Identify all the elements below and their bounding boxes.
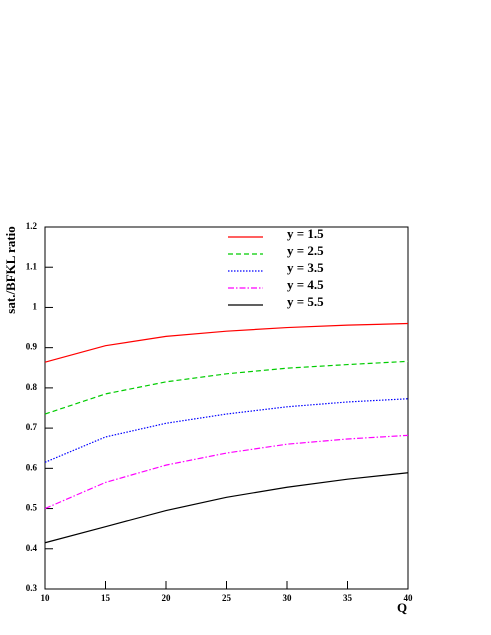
y-tick-label: 0.5 (26, 503, 38, 513)
y-tick-label: 1.1 (26, 261, 38, 271)
x-tick-label: 30 (283, 593, 293, 603)
x-tick-label: 15 (101, 593, 111, 603)
x-tick-label: 10 (41, 593, 51, 603)
x-tick-label: 40 (404, 593, 414, 603)
y-tick-label: 1 (33, 302, 38, 312)
legend-label: y = 4.5 (287, 277, 324, 292)
plot-frame (44, 226, 409, 590)
y-tick-label: 1.2 (26, 221, 38, 231)
y-tick-label: 0.3 (26, 583, 38, 593)
series-line (44, 434, 409, 510)
y-tick-label: 0.8 (26, 382, 38, 392)
legend-label: y = 3.5 (287, 260, 324, 275)
x-axis-label: Q (397, 600, 407, 615)
x-tick-label: 35 (343, 593, 353, 603)
y-tick-label: 0.7 (26, 422, 38, 432)
series-line (44, 472, 409, 544)
legend-label: y = 2.5 (287, 243, 324, 258)
series-line (44, 398, 409, 463)
series-line (44, 360, 409, 415)
y-axis-label: sat./BFKL ratio (3, 226, 18, 313)
x-tick-label: 20 (162, 593, 172, 603)
legend-label: y = 1.5 (287, 226, 324, 241)
x-tick-label: 25 (222, 593, 232, 603)
y-tick-label: 0.4 (26, 543, 38, 553)
series-line (44, 322, 409, 363)
y-tick-label: 0.9 (26, 342, 38, 352)
legend-label: y = 5.5 (287, 294, 324, 309)
y-tick-label: 0.6 (26, 462, 38, 472)
